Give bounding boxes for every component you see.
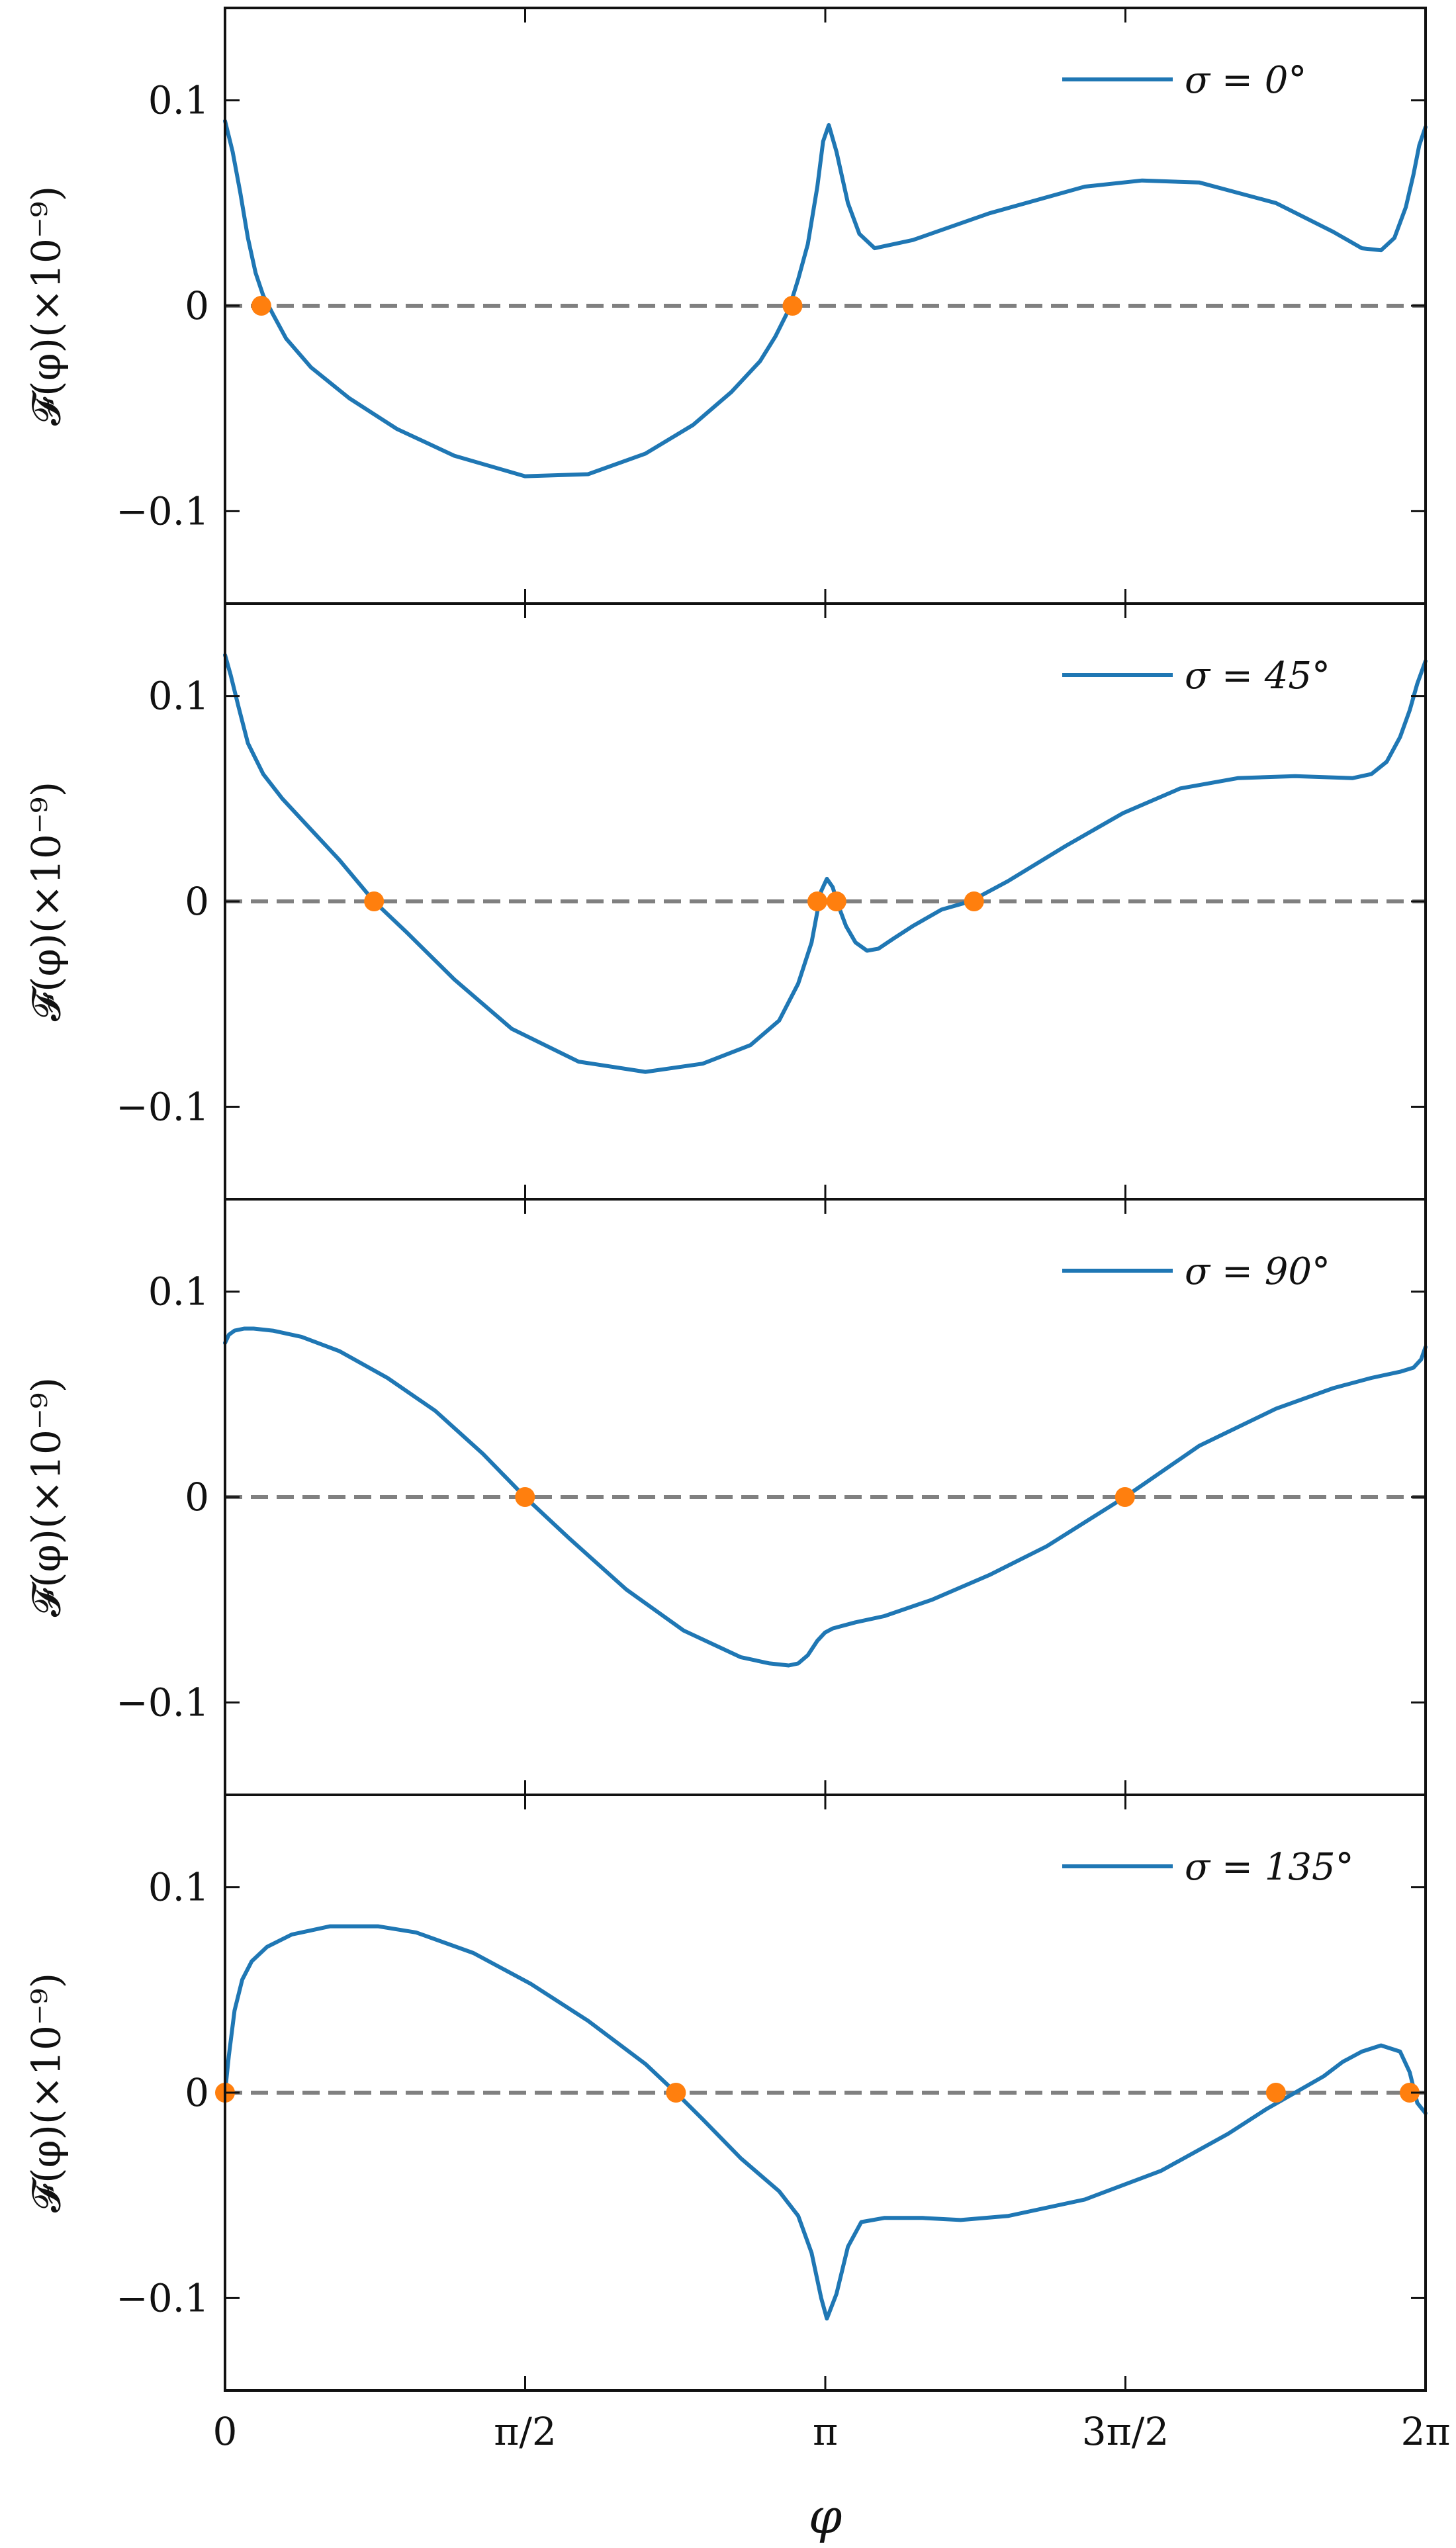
x-axis-label: φ xyxy=(809,2488,842,2544)
zero-marker xyxy=(807,891,827,911)
panels: 0.1 0 −0.1 𝓕(φ)(×10⁻⁹) σ = 0° 0.1 0 −0.1 𝓕(φ)(×1… xyxy=(24,7,1428,2392)
y-axis-label: 𝓕(φ)(×10⁻⁹) xyxy=(24,1973,70,2212)
panel-2: 0.1 0 −0.1 𝓕(φ)(×10⁻⁹) σ = 45° xyxy=(24,602,1428,1201)
panel-4: 0.1 0 −0.1 𝓕(φ)(×10⁻⁹) σ = 135° xyxy=(24,1794,1428,2392)
y-tick-label: 0.1 xyxy=(148,1269,209,1314)
legend: σ = 135° xyxy=(1062,1846,1354,1889)
series-line xyxy=(223,118,1428,478)
zero-marker xyxy=(364,891,385,911)
y-tick-label: 0 xyxy=(185,1475,209,1520)
x-tick-label: 2π xyxy=(1400,2409,1450,2454)
series-line xyxy=(223,1326,1428,1668)
x-tick-label: π/2 xyxy=(494,2409,557,2454)
legend-label: σ = 90° xyxy=(1185,1250,1330,1293)
legend-label: σ = 135° xyxy=(1185,1846,1354,1889)
zero-marker xyxy=(1265,2083,1286,2103)
y-tick-label: 0.1 xyxy=(148,1865,209,1910)
x-tick-label: π xyxy=(813,2409,838,2454)
y-axis-label: 𝓕(φ)(×10⁻⁹) xyxy=(24,1377,70,1617)
y-axis-label: 𝓕(φ)(×10⁻⁹) xyxy=(24,782,70,1021)
axes-frame xyxy=(224,1794,1427,2392)
y-tick-label: −0.1 xyxy=(116,488,209,533)
legend-label: σ = 0° xyxy=(1185,59,1306,102)
zero-marker xyxy=(1399,2083,1420,2103)
zero-marker xyxy=(782,296,803,316)
shared-x-axis: 0 π/2 π 3π/2 2π φ xyxy=(213,2409,1451,2544)
zero-marker xyxy=(964,891,984,911)
y-tick-label: 0.1 xyxy=(148,78,209,123)
x-tick-label: 3π/2 xyxy=(1082,2409,1169,2454)
zero-marker xyxy=(826,891,846,911)
zero-marker xyxy=(1115,1487,1135,1507)
y-tick-label: 0 xyxy=(185,2070,209,2115)
y-tick-label: 0 xyxy=(185,879,209,924)
panel-1: 0.1 0 −0.1 𝓕(φ)(×10⁻⁹) σ = 0° xyxy=(24,7,1428,605)
legend: σ = 45° xyxy=(1062,655,1330,698)
x-tick-label: 0 xyxy=(213,2409,238,2454)
legend: σ = 90° xyxy=(1062,1250,1330,1293)
zero-marker xyxy=(515,1487,535,1507)
panel-3: 0.1 0 −0.1 𝓕(φ)(×10⁻⁹) σ = 90° xyxy=(24,1198,1428,1796)
y-tick-label: −0.1 xyxy=(116,2275,209,2320)
y-tick-label: 0.1 xyxy=(148,674,209,719)
y-axis-label: 𝓕(φ)(×10⁻⁹) xyxy=(24,186,70,426)
zero-marker xyxy=(251,296,271,316)
series-line xyxy=(223,1924,1428,2321)
zero-marker xyxy=(666,2083,686,2103)
y-tick-label: 0 xyxy=(185,283,209,328)
y-tick-label: −0.1 xyxy=(116,1084,209,1129)
legend: σ = 0° xyxy=(1062,59,1306,102)
legend-label: σ = 45° xyxy=(1185,655,1330,698)
y-tick-label: −0.1 xyxy=(116,1680,209,1725)
